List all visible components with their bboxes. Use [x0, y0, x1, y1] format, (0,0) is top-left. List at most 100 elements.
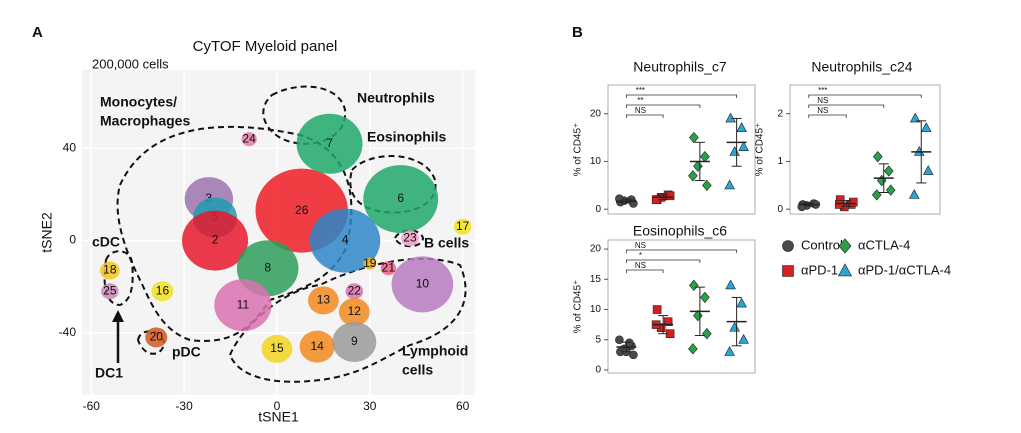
point	[871, 189, 882, 201]
significance-bracket	[808, 104, 885, 108]
significance-bracket	[625, 94, 738, 98]
point	[725, 112, 736, 123]
point	[665, 191, 675, 201]
point	[738, 333, 749, 344]
cluster-label: 2	[212, 233, 219, 247]
significance-bracket	[625, 104, 701, 108]
point	[724, 179, 735, 190]
significance-label: NS	[635, 106, 646, 115]
y-tick-label: 0	[69, 233, 76, 247]
y-axis-label: % of CD45⁺	[573, 280, 584, 334]
chart-title: Neutrophils_c7	[633, 59, 727, 75]
point	[883, 165, 894, 177]
cluster	[241, 132, 257, 147]
y-tick-label: 10	[590, 304, 602, 315]
chart-subtitle: 200,000 cells	[92, 56, 169, 71]
y-tick-label: 1	[777, 156, 783, 167]
x-tick-label: 0	[274, 399, 281, 413]
annotation: B cells	[424, 235, 469, 251]
point	[736, 297, 747, 308]
cluster-label: 13	[317, 293, 331, 307]
cluster-label: 15	[270, 341, 284, 355]
population-outline	[262, 85, 347, 145]
y-tick-label: -40	[59, 325, 77, 339]
cluster-label: 17	[456, 219, 470, 233]
cluster-label: 3	[206, 191, 213, 205]
point	[834, 200, 844, 209]
point	[700, 291, 710, 304]
cluster	[363, 165, 439, 234]
point	[848, 197, 858, 207]
y-tick-label: 0	[595, 204, 601, 215]
y-axis-label: % of CD45⁺	[573, 123, 584, 177]
annotation: Macrophages	[100, 113, 190, 129]
cluster	[151, 281, 174, 302]
point	[920, 122, 932, 132]
chart-title: Eosinophils_c6	[633, 223, 727, 239]
legend-label: αCTLA-4	[858, 237, 910, 252]
cluster-label: 8	[264, 260, 271, 274]
significance-bracket	[625, 249, 738, 253]
cluster-label: 22	[348, 283, 362, 297]
cluster-label: 24	[242, 131, 256, 145]
y-tick-label: 0	[595, 365, 601, 376]
cluster	[332, 321, 377, 362]
significance-label: ***	[636, 86, 645, 95]
significance-label: NS	[635, 261, 646, 270]
panel-letter: A	[32, 24, 43, 41]
legend-marker	[837, 263, 853, 277]
y-axis-label: % of CD45⁺	[755, 123, 766, 177]
point	[689, 131, 699, 144]
cluster-label: 23	[403, 230, 417, 244]
cluster	[214, 279, 272, 332]
population-outline	[228, 257, 467, 383]
cluster	[345, 283, 364, 300]
cluster-label: 9	[351, 334, 358, 348]
y-tick-label: 10	[590, 156, 602, 167]
point	[909, 112, 921, 123]
cluster-label: 14	[311, 339, 325, 353]
cluster-label: 19	[363, 256, 377, 270]
annotation: Eosinophils	[367, 129, 447, 145]
point	[922, 165, 934, 175]
legend-marker	[782, 265, 794, 277]
cluster	[309, 208, 381, 273]
significance-bracket	[808, 94, 922, 98]
point	[652, 305, 662, 314]
panel-letter: B	[572, 24, 583, 41]
cluster-label: 6	[397, 191, 404, 205]
point	[725, 279, 736, 290]
annotation: Neutrophils	[357, 90, 435, 106]
cluster-label: 12	[348, 304, 362, 318]
cluster-label: 16	[156, 283, 170, 297]
significance-label: NS	[817, 106, 828, 115]
point	[688, 343, 698, 355]
arrow-head	[112, 310, 124, 322]
legend-label: αPD-1/αCTLA-4	[858, 262, 951, 277]
chart-title: CyTOF Myeloid panel	[193, 38, 338, 55]
annotation: Monocytes/	[100, 94, 177, 110]
point	[689, 279, 699, 292]
annotation: Lymphoid	[402, 343, 468, 359]
cluster-label: 25	[103, 283, 117, 297]
annotation: DC1	[95, 365, 123, 381]
y-tick-label: 0	[777, 204, 783, 215]
annotation: pDC	[172, 344, 201, 360]
cluster	[299, 330, 335, 363]
significance-label: NS	[817, 96, 828, 105]
plot-area	[607, 84, 756, 215]
cluster	[363, 257, 377, 270]
point	[738, 141, 749, 152]
point	[702, 179, 712, 191]
point	[688, 170, 698, 182]
cluster-label: 20	[150, 330, 164, 344]
legend-label: αPD-1	[801, 262, 838, 277]
cluster-label: 4	[342, 233, 349, 247]
cluster-label: 26	[295, 203, 309, 217]
point	[736, 122, 747, 132]
cluster	[296, 113, 363, 174]
significance-label: **	[637, 96, 643, 105]
chart-title: Neutrophils_c24	[811, 59, 912, 75]
x-tick-label: -60	[83, 399, 101, 413]
